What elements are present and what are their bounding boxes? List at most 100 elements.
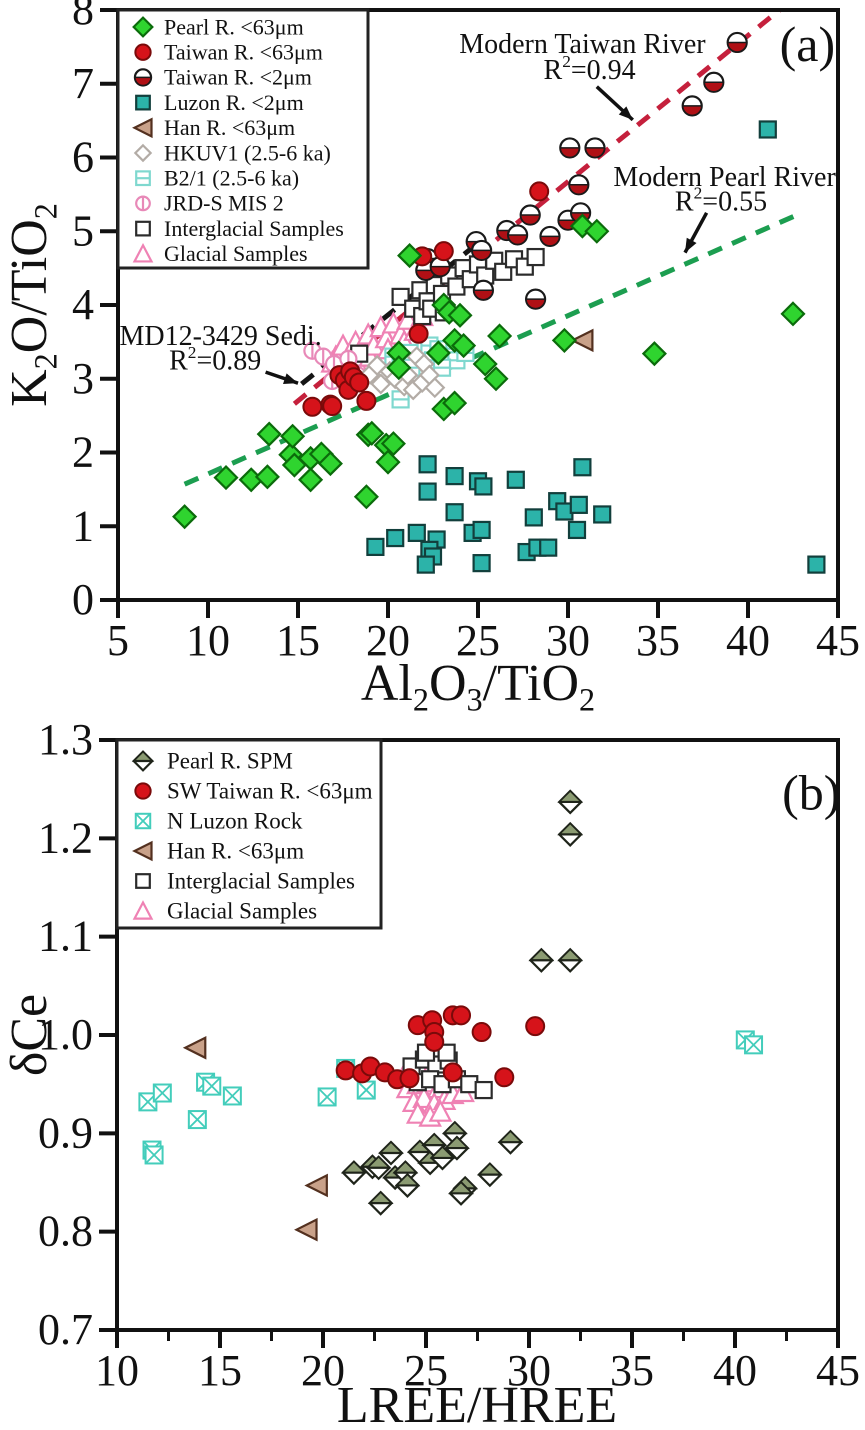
- legend-label: JRD-S MIS 2: [164, 191, 284, 216]
- marker-filled-diamond: [353, 484, 379, 510]
- y-tick-label: 0.9: [38, 1108, 93, 1157]
- b-series-interglacial_samples_b: [402, 1043, 493, 1100]
- legend-item-glacial_samples_b: Glacial Samples: [132, 899, 317, 924]
- a-series-taiwan_r_63: [302, 181, 550, 417]
- marker-square-x: [222, 1086, 242, 1106]
- marker-half-circle: [539, 225, 561, 248]
- legend-item-interglacial_samples_b: Interglacial Samples: [135, 869, 355, 894]
- legend-item-luzon_r_2: Luzon R. <2μm: [135, 90, 304, 115]
- marker-square-x: [144, 1145, 164, 1165]
- marker-diamond-hline: [476, 1162, 503, 1188]
- marker-half-circle: [524, 288, 547, 310]
- y-tick-label: 4: [72, 280, 94, 329]
- svg-text:Modern Taiwan River: Modern Taiwan River: [459, 29, 706, 60]
- marker-half-circle: [703, 71, 725, 93]
- marker-filled-diamond: [641, 341, 667, 367]
- axes-b: 10 15 20 25 30 35 40 45 0.7 0.8 0.9 1.0 1.1 1.2 1.3: [38, 715, 860, 1395]
- svg-text:R2=0.94: R2=0.94: [544, 52, 636, 86]
- marker-filled-diamond: [487, 323, 513, 349]
- x-tick-label: 40: [713, 1346, 757, 1395]
- legend-label: Interglacial Samples: [164, 216, 344, 241]
- legend-label: Luzon R. <2μm: [164, 90, 304, 115]
- legend-b: Pearl R. SPM SW Taiwan R. <63μm N Luzon Ro…: [115, 738, 383, 930]
- marker-half-circle: [584, 137, 606, 159]
- marker-diamond-hline: [557, 947, 584, 973]
- marker-filled-square: [386, 528, 405, 548]
- marker-filled-circle: [525, 1016, 546, 1037]
- marker-filled-square: [573, 458, 592, 477]
- legend-label: Han R. <63μm: [167, 839, 304, 864]
- marker-half-circle: [472, 279, 494, 301]
- marker-square-hline: [135, 170, 151, 187]
- y-tick-label: 1.2: [38, 813, 93, 862]
- marker-filled-square: [416, 555, 435, 574]
- marker-filled-circle: [302, 396, 323, 417]
- marker-half-circle: [471, 239, 493, 262]
- x-tick-label: 10: [186, 616, 230, 665]
- marker-filled-diamond: [298, 467, 324, 493]
- y-tick-label: 1.1: [38, 912, 93, 961]
- x-tick-label: 20: [301, 1346, 345, 1395]
- legend-item-han_r_63: Han R. <63μm: [132, 115, 295, 140]
- a-series-taiwan_r_2: [415, 31, 748, 310]
- marker-left-triangle: [132, 117, 153, 139]
- marker-open-diamond: [370, 373, 392, 395]
- points-b: [138, 789, 764, 1242]
- marker-filled-square: [539, 538, 558, 557]
- legend-label: Pearl R. SPM: [167, 749, 293, 774]
- x-tick-label: 15: [276, 616, 320, 665]
- marker-diamond-hline: [528, 947, 555, 973]
- legend-item-hkuv1: HKUV1 (2.5-6 ka): [133, 140, 331, 165]
- y-tick-label: 0.7: [38, 1305, 93, 1354]
- y-tick-label: 7: [72, 59, 94, 108]
- marker-square-x: [202, 1076, 222, 1096]
- y-tick-label: 8: [72, 0, 94, 34]
- marker-square-x: [187, 1110, 207, 1130]
- legend-item-b2_1: B2/1 (2.5-6 ka): [135, 165, 299, 190]
- legend-item-jrd_s_mis2: JRD-S MIS 2: [135, 191, 284, 216]
- b-series-han_r_63_b: [182, 1036, 328, 1242]
- svg-text:MD12-3429 Sedi.: MD12-3429 Sedi.: [119, 321, 321, 352]
- marker-filled-square: [418, 455, 437, 474]
- x-axis-title: LREE/HREE: [337, 1377, 617, 1430]
- marker-filled-square: [506, 470, 525, 489]
- marker-filled-diamond: [425, 340, 451, 366]
- marker-filled-diamond: [551, 327, 577, 353]
- marker-diamond-hline: [378, 1140, 404, 1166]
- marker-filled-diamond: [447, 302, 473, 328]
- x-tick-label: 30: [546, 616, 590, 665]
- legend-item-taiwan_r_63: Taiwan R. <63μm: [134, 39, 323, 64]
- svg-text:Modern Pearl River: Modern Pearl River: [613, 162, 836, 193]
- marker-filled-diamond: [254, 464, 280, 490]
- marker-left-triangle: [569, 328, 594, 353]
- a-series-luzon_r_2: [366, 120, 826, 574]
- marker-square-x: [744, 1035, 764, 1055]
- x-tick-label: 40: [726, 616, 770, 665]
- panel-label-a: (a): [780, 16, 836, 72]
- marker-filled-square: [135, 94, 151, 111]
- legend-item-n_luzon_rock: N Luzon Rock: [134, 809, 303, 834]
- legend-label: Pearl R. <63μm: [164, 14, 304, 39]
- b-series-pearl_r_spm: [340, 789, 584, 1216]
- legend-label: B2/1 (2.5-6 ka): [164, 165, 299, 190]
- legend-item-pearl_r_63: Pearl R. <63μm: [132, 14, 304, 39]
- legend-label: Taiwan R. <2μm: [164, 65, 312, 90]
- marker-half-circle: [726, 31, 748, 54]
- marker-square-x: [152, 1083, 172, 1103]
- marker-filled-square: [472, 520, 491, 540]
- marker-diamond-hline: [340, 1160, 367, 1186]
- marker-left-triangle: [182, 1036, 207, 1060]
- y-axis-title: δCe: [1, 994, 58, 1076]
- marker-filled-diamond: [213, 465, 239, 491]
- marker-filled-circle: [433, 241, 454, 262]
- marker-filled-circle: [399, 1068, 420, 1089]
- marker-filled-diamond: [375, 449, 401, 475]
- marker-left-triangle: [294, 1217, 318, 1242]
- marker-square-x: [356, 1080, 376, 1100]
- x-tick-label: 25: [404, 1346, 448, 1395]
- marker-open-diamond: [133, 143, 153, 163]
- marker-filled-diamond: [472, 351, 498, 377]
